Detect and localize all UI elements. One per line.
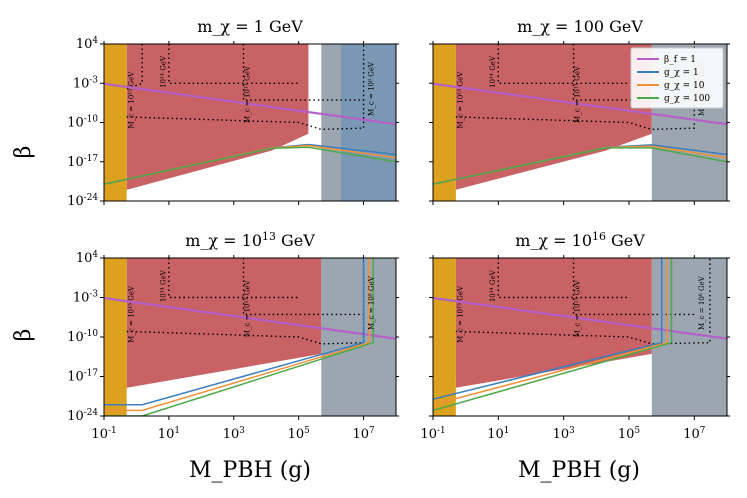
plot-area: M_c = 1015 GeV 1014 GeV M_c = 1011 GeV M_c … [104,44,396,201]
panels-group: M_c = 1015 GeV 1014 GeV M_c = 1011 GeV M_c … [67,17,730,442]
legend: β_f = 1 g_χ = 1 g_χ = 10 g_χ = 100 [630,47,724,109]
y-tick-label: 10-17 [67,369,98,385]
y-tick-label: 10-3 [73,75,98,91]
panel-1: M_c = 1015 GeV 1014 GeV M_c = 1011 GeV M_c … [67,17,399,209]
excluded-region-blue [340,44,396,201]
series-line-g100 [104,258,375,416]
annotation-3: M_c = 1011 GeV [573,65,582,123]
dotted-bound-3 [242,44,364,101]
x-axis-label-right: M_PBH (g) [518,458,640,483]
plot-area: M_c = 1015 GeV 1014 GeV M_c = 1011 GeV M_c … [433,258,727,416]
series-line-g1 [433,258,663,400]
annotation-1: M_c = 1015 GeV [456,285,465,343]
excluded-band-orange [433,258,456,416]
x-tick-label: 101 [487,426,509,442]
x-axis-label-left: M_PBH (g) [189,458,311,483]
dotted-bound-2 [168,258,299,299]
y-tick-label: 10-3 [73,290,98,306]
y-axis-label-bottom: β [11,329,36,342]
series-line-g100 [104,146,396,185]
legend-label-g10: g_χ = 10 [664,81,705,91]
annotation-2: 1014 GeV [489,269,498,302]
legend-box [630,47,724,109]
excluded-band-orange [433,44,456,201]
x-tick-label: 10-1 [420,426,445,442]
annotation-3: M_c = 1011 GeV [573,279,582,337]
excluded-region-red [455,258,652,388]
legend-label-beta_f: β_f = 1 [664,55,696,65]
y-tick-label: 10-24 [67,408,98,424]
excluded-band-orange [104,258,127,416]
y-tick-label: 10-17 [67,154,98,170]
series-line-g10 [433,258,669,406]
annotation-4: M_c = 108 GeV [367,61,376,116]
legend-label-g1: g_χ = 1 [664,68,699,78]
y-tick-label: 10-10 [67,115,98,131]
excluded-region-red [455,44,652,190]
annotation-1: M_c = 1015 GeV [127,285,136,343]
x-tick-label: 10-1 [91,426,116,442]
x-tick-label: 107 [352,426,374,442]
series-line-beta_f [433,82,727,126]
series-line-g100 [433,147,727,185]
panel-title: m_χ = 100 GeV [517,17,643,36]
y-tick-label: 104 [76,250,99,266]
legend-label-g100: g_χ = 100 [664,94,710,104]
plot-area: M_c = 1015 GeV 1014 GeV M_c = 1011 GeV M_c … [104,258,396,416]
x-tick-label: 101 [158,426,180,442]
annotation-2: 1014 GeV [159,269,168,302]
x-tick-label: 105 [618,426,640,442]
panel-3: M_c = 1015 GeV 1014 GeV M_c = 1011 GeV M_c … [67,230,399,442]
series-line-beta_f [433,296,727,340]
x-tick-label: 107 [683,426,705,442]
dotted-bound-3 [572,258,695,316]
y-tick-label: 10-10 [67,329,98,345]
series-line-g1 [104,258,365,406]
annotation-3: M_c = 1011 GeV [243,279,252,337]
annotation-1: M_c = 1015 GeV [456,71,465,129]
annotation-2: 1014 GeV [489,55,498,88]
panel-title: m_χ = 1013 GeV [185,230,315,251]
x-tick-label: 103 [553,426,575,442]
excluded-region-red [126,258,322,388]
series-line-beta_f [104,82,396,126]
y-axis-label-top: β [11,146,36,159]
annotation-3: M_c = 1011 GeV [243,65,252,123]
panel-4: M_c = 1015 GeV 1014 GeV M_c = 1011 GeV M_c … [420,230,730,442]
series-line-beta_f [104,296,396,340]
x-tick-label: 105 [288,426,310,442]
annotation-4: M_c = 108 GeV [367,275,376,330]
excluded-band-orange [104,44,127,201]
panel-title: m_χ = 1016 GeV [515,230,645,251]
panel-title: m_χ = 1 GeV [197,17,303,36]
excluded-region-gray [321,258,396,416]
dotted-bound-2 [497,258,629,299]
y-tick-label: 104 [76,36,99,52]
annotation-4: M_c = 106 GeV [698,275,707,330]
dotted-bound-3 [242,258,364,316]
excluded-region-red [126,44,309,190]
annotation-2: 1014 GeV [159,55,168,88]
y-tick-label: 10-24 [67,193,98,209]
x-tick-label: 103 [223,426,245,442]
annotation-1: M_c = 1015 GeV [127,71,136,129]
dotted-bound-3 [572,44,695,101]
dotted-bound-2 [497,44,629,85]
series-line-g10 [104,258,371,412]
series-line-g100 [433,258,673,412]
excluded-region-gray [651,258,727,416]
